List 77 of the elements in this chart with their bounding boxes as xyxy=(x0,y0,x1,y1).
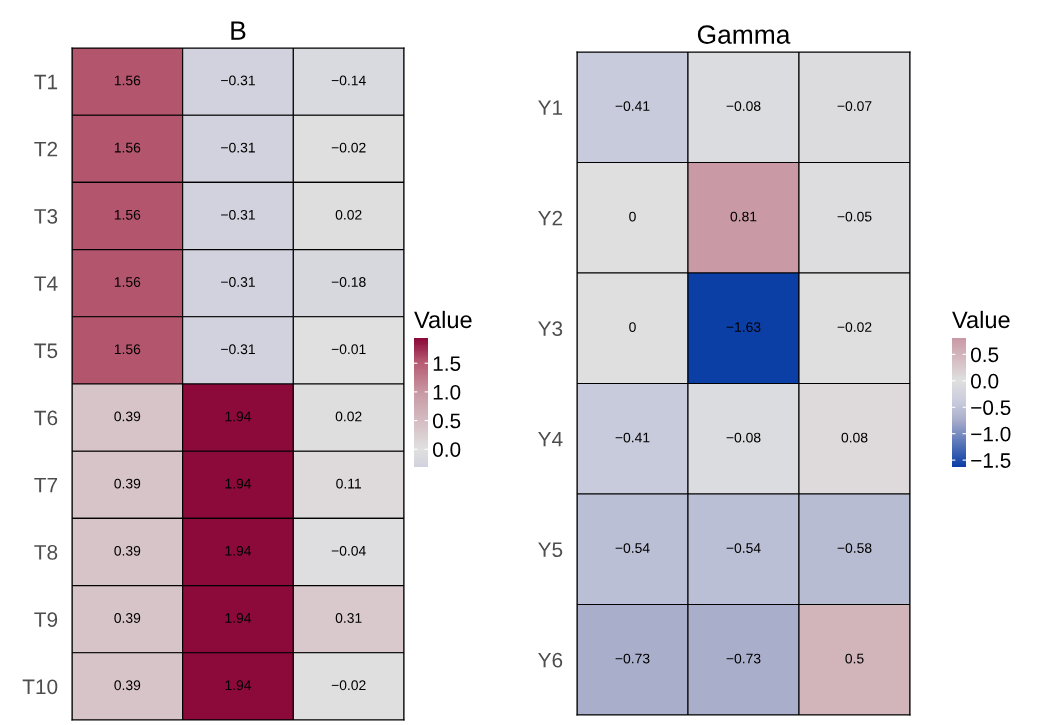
y-tick-label: T6 xyxy=(34,410,58,426)
y-tick-label: T8 xyxy=(34,545,58,560)
y-tick-label: Y2 xyxy=(538,210,563,226)
data-label: −0.18 xyxy=(331,277,366,287)
chart-title: Gamma xyxy=(697,25,791,44)
data-label: 0 xyxy=(629,211,636,222)
data-label: −0.02 xyxy=(331,142,366,153)
color-bar-label: 0.5 xyxy=(432,413,461,429)
color-bar-label: 0.0 xyxy=(970,373,999,389)
data-label: −0.02 xyxy=(837,322,872,332)
data-label: 0.02 xyxy=(335,411,362,422)
color-bar-title: Value xyxy=(952,310,1010,329)
data-label: 1.56 xyxy=(114,75,141,86)
data-label: −0.41 xyxy=(615,101,650,111)
data-label: 0.5 xyxy=(845,653,864,664)
data-label: −0.14 xyxy=(331,75,366,86)
data-label: −0.01 xyxy=(331,344,366,355)
data-label: 1.94 xyxy=(225,680,252,691)
data-label: 0.39 xyxy=(114,411,141,422)
color-bar-title: Value xyxy=(414,310,472,329)
data-label: 0.39 xyxy=(114,613,141,623)
y-tick-label: Y4 xyxy=(538,431,563,447)
y-tick-label: T10 xyxy=(22,679,58,695)
color-bar-label: 0.0 xyxy=(432,442,461,457)
color-bar-label: 1.5 xyxy=(433,356,461,371)
data-label: 0.39 xyxy=(114,545,141,556)
data-label: 1.56 xyxy=(114,142,141,153)
data-label: 1.94 xyxy=(225,411,252,422)
data-label: 0.39 xyxy=(114,478,141,489)
y-tick-label: T1 xyxy=(34,74,58,90)
data-label: −0.41 xyxy=(615,432,650,443)
data-label: 0.31 xyxy=(335,613,362,623)
data-label: 0.11 xyxy=(336,478,361,489)
y-tick-label: Y6 xyxy=(538,652,563,668)
data-label: 1.94 xyxy=(225,478,252,489)
data-label: −0.07 xyxy=(837,101,872,111)
data-label: −0.73 xyxy=(726,653,761,664)
y-tick-label: Y5 xyxy=(538,542,563,557)
y-tick-label: T2 xyxy=(34,141,58,157)
data-label: −0.02 xyxy=(331,680,366,691)
data-label: 1.94 xyxy=(225,613,252,623)
data-label: −0.31 xyxy=(221,75,255,86)
color-bar-label: 0.5 xyxy=(970,347,999,363)
y-tick-label: Y1 xyxy=(538,100,563,115)
data-label: −1.63 xyxy=(726,322,761,332)
data-label: −0.31 xyxy=(221,209,255,220)
data-label: 0 xyxy=(629,322,636,332)
data-label: −0.08 xyxy=(726,101,761,111)
data-label: −0.31 xyxy=(221,277,255,287)
data-label: 1.56 xyxy=(114,344,141,355)
color-bar-label: −1.5 xyxy=(971,453,1011,468)
y-tick-label: Y3 xyxy=(538,321,563,336)
data-label: 1.56 xyxy=(114,209,141,220)
data-label: 0.81 xyxy=(730,211,757,222)
data-label: 1.94 xyxy=(225,545,252,556)
y-tick-label: T5 xyxy=(34,343,58,359)
y-tick-label: T9 xyxy=(34,612,58,627)
data-label: −0.04 xyxy=(331,545,366,556)
data-label: −0.73 xyxy=(615,653,650,664)
data-label: 0.08 xyxy=(841,432,868,443)
data-label: 0.39 xyxy=(114,680,141,691)
color-bar-label: −1.0 xyxy=(971,426,1011,442)
chart-title: B xyxy=(231,21,246,40)
data-label: −0.31 xyxy=(221,142,255,153)
color-bar-label: 1.0 xyxy=(433,384,461,400)
data-label: −0.31 xyxy=(221,344,255,355)
color-bar-label: −0.5 xyxy=(971,400,1011,416)
y-tick-label: T7 xyxy=(34,478,58,493)
data-label: 1.56 xyxy=(114,277,141,287)
data-label: 0.02 xyxy=(335,209,362,220)
data-label: −0.58 xyxy=(837,543,872,553)
data-label: −0.54 xyxy=(615,543,650,553)
y-tick-label: T4 xyxy=(34,276,58,291)
data-label: −0.08 xyxy=(726,432,761,443)
data-label: −0.05 xyxy=(837,211,872,222)
y-tick-label: T3 xyxy=(34,209,58,224)
data-label: −0.54 xyxy=(726,543,761,553)
